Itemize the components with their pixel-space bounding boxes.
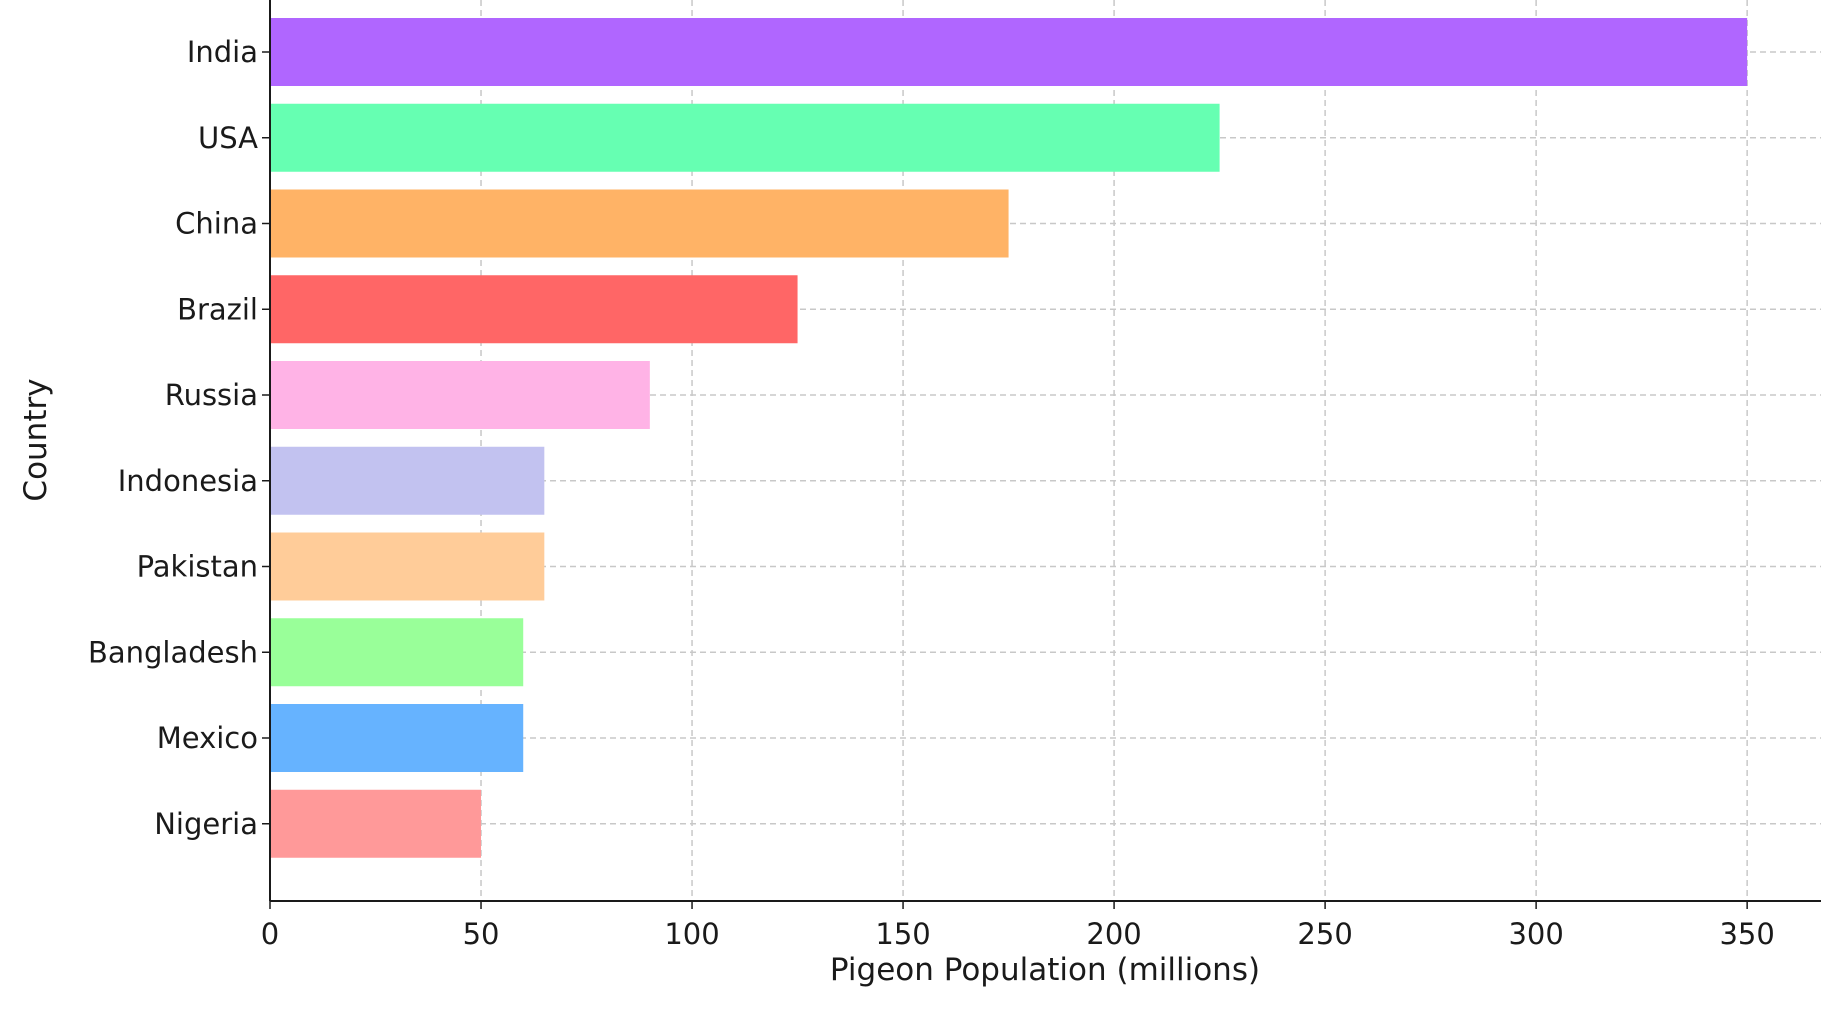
y-tick-label: USA xyxy=(198,121,258,155)
x-tick-label: 300 xyxy=(1508,917,1563,951)
x-tick-label: 50 xyxy=(463,917,500,951)
bar-mexico xyxy=(270,704,524,772)
x-tick-label: 100 xyxy=(664,917,719,951)
bar-nigeria xyxy=(270,789,482,858)
y-tick-label: Bangladesh xyxy=(88,635,258,669)
bar-usa xyxy=(270,103,1220,172)
bar-indonesia xyxy=(270,446,545,515)
bar-brazil xyxy=(270,275,798,344)
y-axis-label: Country xyxy=(18,378,54,501)
bar-india xyxy=(270,18,1748,86)
x-tick-label: 150 xyxy=(875,917,930,951)
y-tick-label: Nigeria xyxy=(154,807,258,841)
x-tick-label: 0 xyxy=(261,917,279,951)
x-tick-label: 250 xyxy=(1297,917,1352,951)
y-tick-label: Mexico xyxy=(157,721,258,755)
x-axis-label: Pigeon Population (millions) xyxy=(830,952,1260,988)
bar-bangladesh xyxy=(270,618,524,687)
bars xyxy=(270,18,1748,858)
bar-china xyxy=(270,189,1009,258)
y-tick-label: India xyxy=(187,35,258,69)
x-tick-label: 200 xyxy=(1086,917,1141,951)
bar-russia xyxy=(270,361,650,429)
grid-lines xyxy=(269,0,1821,901)
axes: 0 50 100 150 200 250 300 350 India USA China Brazil… xyxy=(88,0,1821,951)
y-tick-label: China xyxy=(175,207,258,241)
y-tick-label: Pakistan xyxy=(137,550,258,584)
y-tick-label: Indonesia xyxy=(118,464,258,498)
bar-pakistan xyxy=(270,532,545,601)
y-tick-label: Brazil xyxy=(177,292,258,326)
y-tick-label: Russia xyxy=(165,378,258,412)
x-tick-label: 350 xyxy=(1719,917,1774,951)
